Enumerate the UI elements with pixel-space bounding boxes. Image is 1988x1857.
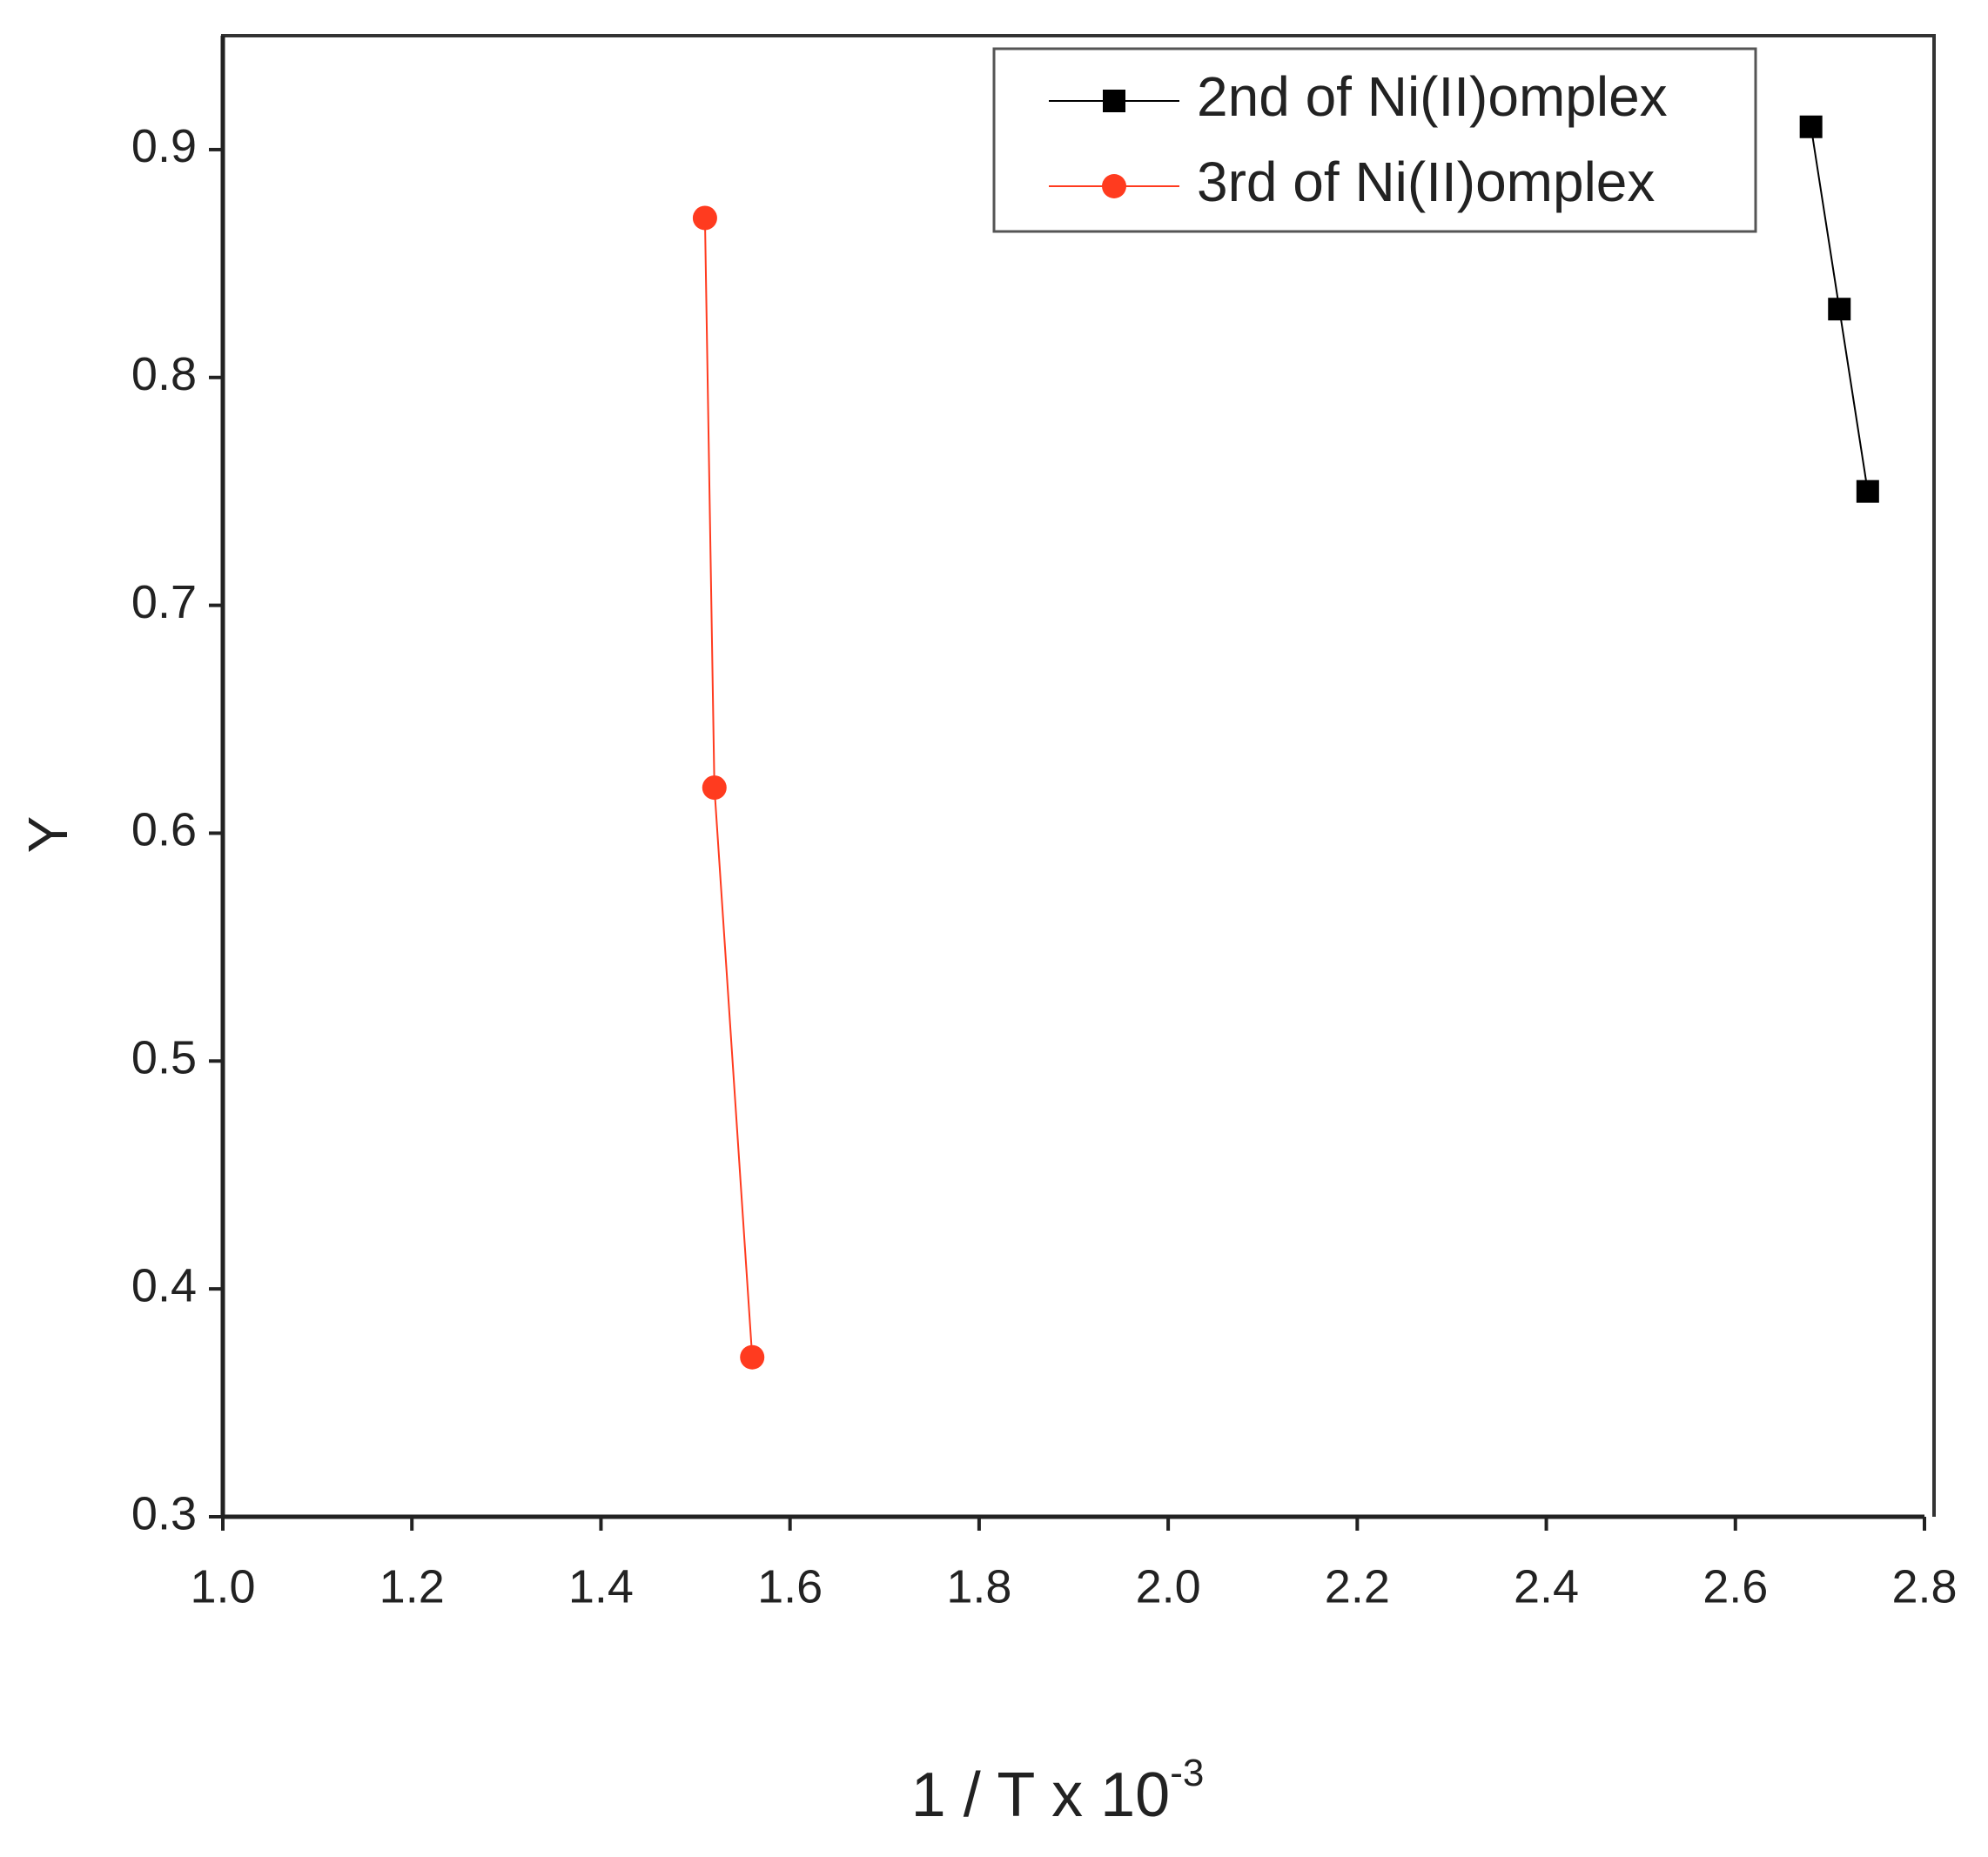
- legend-label: 2nd of Ni(II)omplex: [1197, 65, 1668, 128]
- y-tick-label: 0.8: [131, 348, 197, 400]
- x-tick-label: 1.8: [946, 1560, 1011, 1612]
- y-tick-label: 0.6: [131, 804, 197, 856]
- marker: [740, 1344, 765, 1370]
- x-tick-label: 2.4: [1514, 1560, 1579, 1612]
- marker: [1102, 174, 1126, 198]
- legend-label: 3rd of Ni(II)omplex: [1197, 151, 1655, 213]
- x-label-exponent: -3: [1170, 1752, 1204, 1794]
- marker: [1799, 115, 1823, 138]
- marker: [702, 775, 727, 801]
- y-axis-label: Y: [17, 816, 79, 854]
- y-tick-label: 0.7: [131, 576, 197, 628]
- x-tick-label: 2.8: [1891, 1560, 1957, 1612]
- x-tick-label: 2.2: [1325, 1560, 1390, 1612]
- x-tick-label: 2.0: [1136, 1560, 1201, 1612]
- plot-frame: [221, 34, 1936, 1517]
- y-tick-label: 0.5: [131, 1032, 197, 1084]
- x-tick-label: 1.6: [757, 1560, 823, 1612]
- x-tick-label: 1.4: [568, 1560, 634, 1612]
- y-tick-label: 0.4: [131, 1259, 197, 1311]
- x-tick-label: 2.6: [1703, 1560, 1768, 1612]
- x-tick-label: 1.0: [190, 1560, 255, 1612]
- marker: [1828, 298, 1851, 321]
- x-label-base: 1 / T x 10: [911, 1760, 1171, 1830]
- legend-box: [992, 47, 1757, 233]
- y-tick-label: 0.3: [131, 1487, 197, 1539]
- y-tick-label: 0.9: [131, 120, 197, 172]
- marker: [692, 205, 717, 231]
- x-tick-label: 1.2: [379, 1560, 445, 1612]
- marker: [1856, 479, 1879, 503]
- x-axis-label: 1 / T x 10-3: [911, 1752, 1205, 1830]
- marker: [1103, 90, 1125, 112]
- legend: 2nd of Ni(II)omplex 3rd of Ni(II)omplex: [992, 47, 1757, 233]
